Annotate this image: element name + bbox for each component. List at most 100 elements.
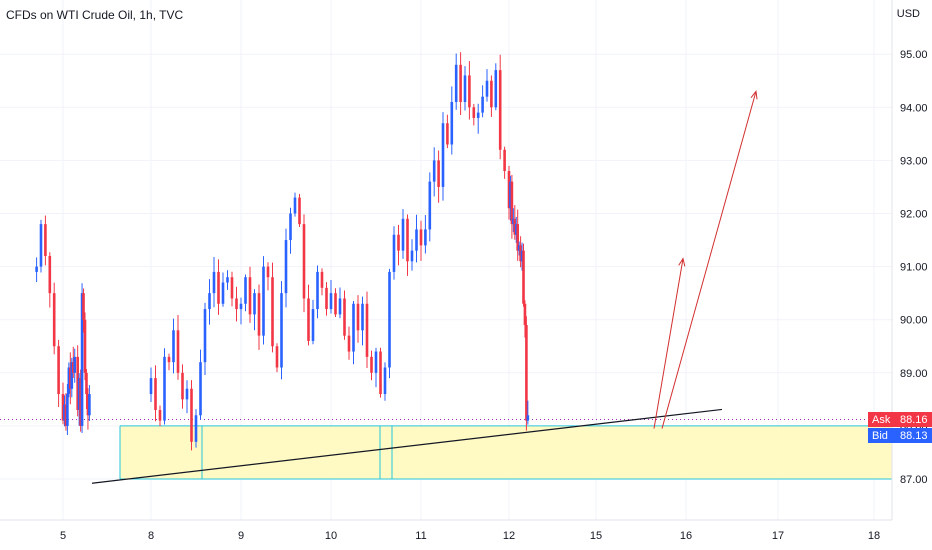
candle-body — [446, 123, 449, 145]
candle-body — [316, 271, 319, 310]
time-tick-label: 18 — [868, 530, 880, 542]
candle — [419, 220, 423, 261]
arrow-head — [678, 257, 686, 267]
candle — [383, 362, 387, 401]
candle-body — [181, 372, 184, 400]
candle — [361, 296, 364, 346]
candle-body — [397, 234, 400, 251]
candle-body — [271, 277, 274, 347]
candle — [514, 216, 518, 243]
candle — [275, 343, 279, 373]
candle — [485, 69, 489, 102]
candle-body — [244, 277, 247, 304]
candle — [63, 395, 66, 427]
candle-body — [69, 367, 72, 389]
candle — [509, 175, 512, 221]
candle-body — [410, 250, 414, 262]
candle-body — [320, 271, 324, 288]
candle — [329, 280, 333, 314]
candle-body — [343, 298, 346, 336]
candle — [302, 214, 306, 313]
candle — [494, 63, 498, 111]
price-tick-label: 91.00 — [900, 262, 928, 274]
candle-body — [80, 293, 84, 426]
candle-body — [298, 197, 301, 225]
candle-body — [379, 351, 382, 395]
candle-body — [419, 229, 423, 246]
candle-body — [199, 362, 202, 416]
candle-body — [520, 250, 524, 262]
candle-body — [217, 271, 220, 304]
candle — [80, 283, 84, 433]
candle — [498, 54, 502, 160]
candle — [392, 226, 396, 280]
candle-body — [338, 298, 342, 315]
candle — [352, 301, 355, 365]
candle — [289, 207, 292, 254]
candle-body — [307, 298, 310, 341]
candle-body — [392, 234, 396, 272]
ask-bid-tags: Ask 88.16 Bid 88.13 — [868, 412, 932, 443]
candle-body — [481, 96, 484, 113]
bid-label: Bid — [872, 430, 888, 442]
candle-body — [76, 356, 79, 410]
candle-body — [498, 70, 502, 150]
candle — [83, 312, 87, 381]
candle — [230, 271, 234, 307]
candle-body — [86, 394, 90, 416]
candle — [61, 382, 65, 425]
candle-body — [289, 213, 292, 241]
candle-body — [257, 293, 261, 336]
candle-body — [454, 64, 458, 102]
time-tick-label: 16 — [680, 530, 692, 542]
candle — [320, 268, 324, 296]
bid-value: 88.13 — [900, 430, 928, 442]
currency-label: USD — [896, 8, 920, 20]
candle-body — [450, 101, 454, 145]
candle-body — [302, 224, 306, 299]
candle-body — [176, 330, 180, 373]
candle — [67, 362, 71, 398]
candle — [481, 85, 484, 118]
candle-body — [280, 293, 283, 368]
candle — [519, 236, 522, 268]
candle-body — [149, 378, 153, 395]
candle — [85, 369, 88, 409]
candle — [450, 86, 454, 155]
candle — [221, 272, 225, 307]
price-tick-label: 93.00 — [900, 155, 928, 167]
candle-body — [361, 303, 364, 331]
time-axis[interactable]: 5 8 9 10 11 12 15 16 17 18 — [0, 519, 892, 542]
candle-body — [154, 378, 157, 410]
candle — [468, 61, 471, 120]
price-tick-label: 95.00 — [900, 49, 928, 61]
candle — [454, 53, 458, 110]
candle-body — [284, 240, 288, 294]
time-tick-label: 9 — [238, 530, 244, 542]
candle — [257, 284, 261, 350]
candle — [410, 239, 414, 271]
candle-body — [510, 181, 514, 225]
chart-title: CFDs on WTI Crude Oil, 1h, TVC — [6, 8, 184, 22]
candle — [88, 385, 91, 422]
candle — [39, 219, 43, 273]
candle — [199, 349, 202, 420]
time-tick-label: 11 — [415, 530, 426, 542]
candle-body — [503, 149, 506, 172]
candle-body — [476, 112, 480, 118]
candle — [490, 75, 493, 117]
candle-body — [66, 394, 69, 426]
candle-body — [63, 404, 66, 421]
candle — [415, 214, 418, 263]
candle — [86, 388, 90, 430]
candle-body — [77, 378, 81, 410]
candle — [82, 288, 85, 333]
candle-body — [61, 394, 65, 421]
candle-body — [52, 293, 56, 347]
candle-body — [428, 181, 432, 230]
candle — [71, 346, 75, 378]
candle-body — [432, 160, 436, 182]
candle — [284, 228, 288, 308]
candle-body — [221, 282, 225, 304]
